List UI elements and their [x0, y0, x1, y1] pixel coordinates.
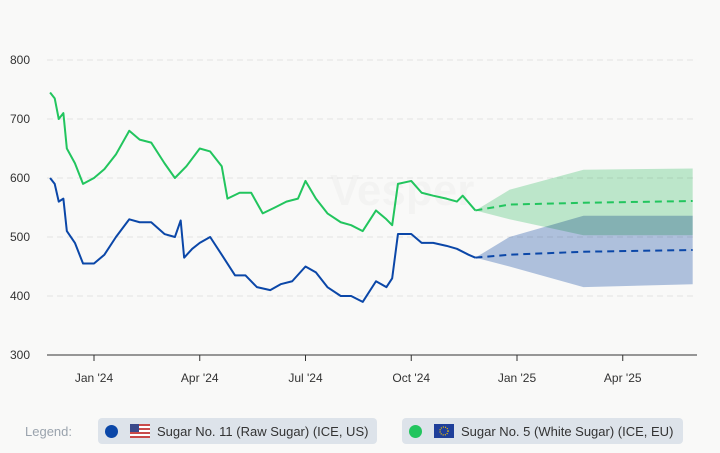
y-tick-label: 400: [10, 289, 30, 303]
y-tick-label: 700: [10, 112, 30, 126]
legend-item-label: Sugar No. 5 (White Sugar) (ICE, EU): [461, 423, 674, 439]
y-tick-label: 500: [10, 230, 30, 244]
legend-item-label: Sugar No. 11 (Raw Sugar) (ICE, US): [157, 423, 369, 439]
legend: Legend: Sugar No. 11 (Raw Sugar) (ICE, U…: [0, 418, 720, 446]
us-flag-icon: [130, 424, 150, 438]
legend-item-white-sugar[interactable]: Sugar No. 5 (White Sugar) (ICE, EU): [402, 418, 683, 444]
y-tick-label: 600: [10, 171, 30, 185]
series-dot-icon: [105, 424, 118, 438]
y-tick-label: 800: [10, 53, 30, 67]
series-dot-icon: [409, 424, 422, 438]
y-tick-label: 300: [10, 348, 30, 362]
x-tick-label: Jan '24: [75, 371, 114, 385]
line-chart: Vesper 300 400 500 600 700 800 Jan '24 Apr '24 J…: [10, 53, 697, 385]
forecast-line-raw-sugar: [475, 248, 693, 259]
x-tick-label: Jul '24: [288, 371, 323, 385]
history-line-raw-sugar: [49, 177, 476, 303]
x-tick-label: Jan '25: [498, 371, 537, 385]
watermark: Vesper: [330, 166, 474, 215]
legend-item-raw-sugar[interactable]: Sugar No. 11 (Raw Sugar) (ICE, US): [98, 418, 377, 444]
x-tick-label: Apr '24: [181, 371, 219, 385]
x-tick-label: Apr '25: [604, 371, 642, 385]
history-line-white-sugar: [49, 91, 477, 233]
eu-flag-icon: [434, 424, 454, 438]
forecast-line-white-sugar: [475, 200, 693, 212]
x-tick-label: Oct '24: [392, 371, 430, 385]
legend-label: Legend:: [25, 424, 72, 439]
